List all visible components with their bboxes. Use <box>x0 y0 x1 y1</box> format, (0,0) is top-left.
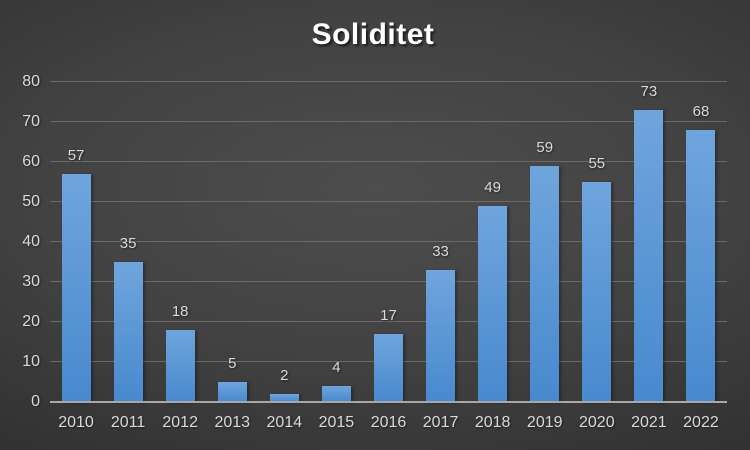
bar-2013 <box>217 382 247 402</box>
x-tick-label-2022: 2022 <box>683 414 719 431</box>
gridline-60 <box>50 161 727 162</box>
bar-value-label-2016: 17 <box>380 307 397 324</box>
x-tick-label-2015: 2015 <box>318 414 355 431</box>
bar-2014 <box>269 394 299 402</box>
y-tick-label-80: 80 <box>22 73 40 90</box>
bar-value-label-2013: 5 <box>228 355 237 372</box>
gridline-20 <box>50 321 727 322</box>
y-tick-label-70: 70 <box>22 113 40 130</box>
x-tick-label-2016: 2016 <box>370 414 407 431</box>
x-tick-label-2012: 2012 <box>162 414 198 431</box>
x-axis-line <box>50 401 727 403</box>
x-axis-labels: 2010 2011 2012 2013 2014 2015 2016 2017 2018 2019… <box>50 413 727 435</box>
bar-value-label-2014: 2 <box>280 367 289 384</box>
x-tick-label-2013: 2013 <box>214 414 251 431</box>
bar-value-label-2021: 73 <box>640 83 658 100</box>
bar-value-label-2019: 59 <box>536 139 554 156</box>
bar-2019 <box>530 166 560 402</box>
x-tick-label-2018: 2018 <box>474 414 511 431</box>
bar-2018 <box>478 206 508 402</box>
bar-value-label-2017: 33 <box>432 243 449 260</box>
bar-value-label-2011: 35 <box>119 235 137 252</box>
chart-title: Soliditet <box>311 18 435 51</box>
y-tick-label-0: 0 <box>31 393 40 410</box>
x-tick-label-2021: 2021 <box>631 414 667 431</box>
y-tick-label-10: 10 <box>22 353 40 370</box>
y-tick-label-50: 50 <box>22 193 40 210</box>
bar-2022 <box>686 130 716 402</box>
bar-2017 <box>426 270 456 402</box>
x-tick-label-2017: 2017 <box>422 414 459 431</box>
y-tick-label-20: 20 <box>22 313 40 330</box>
x-tick-label-2019: 2019 <box>526 414 563 431</box>
gridline-80 <box>50 81 727 82</box>
x-tick-label-2020: 2020 <box>579 414 615 431</box>
gridline-70 <box>50 121 727 122</box>
bar-2010 <box>61 174 91 402</box>
y-tick-label-40: 40 <box>22 233 40 250</box>
bar-2012 <box>165 330 195 402</box>
x-tick-label-2014: 2014 <box>266 414 303 431</box>
bar-2016 <box>374 334 403 402</box>
bar-value-label-2018: 49 <box>484 179 501 196</box>
x-tick-label-2011: 2011 <box>110 414 146 431</box>
bar-value-label-2012: 18 <box>171 303 189 320</box>
bar-2015 <box>321 386 351 402</box>
gridline-40 <box>50 241 727 242</box>
bar-2021 <box>634 110 664 402</box>
y-axis-labels: 0 10 20 30 40 50 60 70 80 <box>0 73 40 410</box>
bar-value-label-2020: 55 <box>588 155 606 172</box>
y-tick-label-60: 60 <box>22 153 40 170</box>
bar-2011 <box>113 262 143 402</box>
x-tick-label-2010: 2010 <box>58 414 94 431</box>
gridline-50 <box>50 201 727 202</box>
plot-area: 57 35 18 5 2 4 17 33 49 59 55 73 68 <box>50 81 727 403</box>
y-tick-label-30: 30 <box>22 273 40 290</box>
bar-2020 <box>582 182 612 402</box>
gridline-30 <box>50 281 727 282</box>
bar-value-label-2010: 57 <box>67 147 85 164</box>
bar-value-label-2015: 4 <box>332 359 341 376</box>
bar-value-label-2022: 68 <box>692 103 710 120</box>
